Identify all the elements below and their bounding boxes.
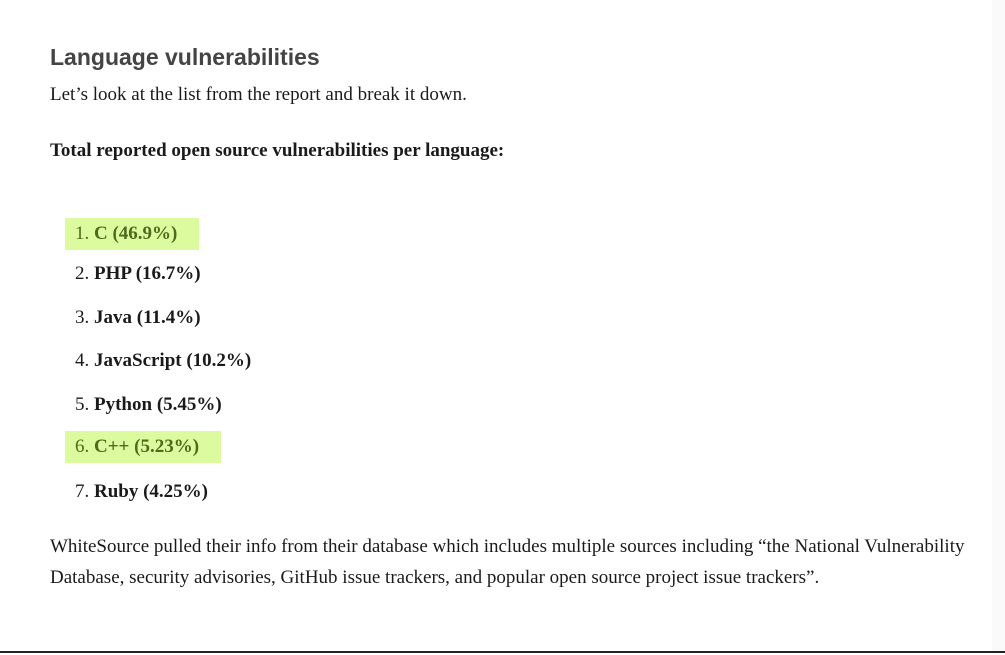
list-item: 2. PHP (16.7%) — [75, 263, 201, 284]
list-item: 1. C (46.9%) — [65, 218, 200, 250]
list-item: 5. Python (5.45%) — [75, 394, 222, 415]
bottom-divider — [0, 651, 1005, 653]
section-heading: Language vulnerabilities — [50, 44, 320, 70]
intro-text: Let’s look at the list from the report a… — [50, 84, 467, 105]
list-subheading: Total reported open source vulnerabiliti… — [50, 140, 505, 161]
right-margin — [992, 0, 1005, 652]
list-item: 7. Ruby (4.25%) — [75, 481, 209, 502]
outro-paragraph: WhiteSource pulled their info from their… — [50, 536, 965, 588]
list-item: 4. JavaScript (10.2%) — [75, 350, 252, 371]
list-item: 3. Java (11.4%) — [75, 307, 201, 328]
list-item: 6. C++ (5.23%) — [65, 431, 222, 463]
